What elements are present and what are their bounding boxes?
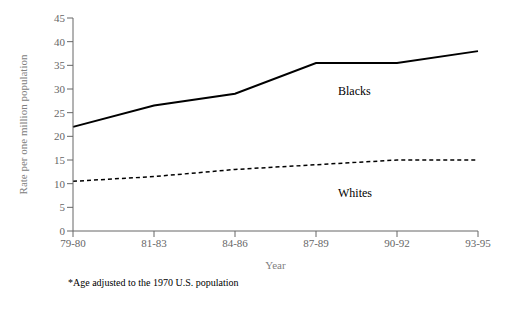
svg-text:15: 15 (54, 154, 66, 166)
svg-text:90-92: 90-92 (384, 237, 410, 249)
svg-text:35: 35 (54, 59, 66, 71)
svg-text:93-95: 93-95 (465, 237, 491, 249)
svg-text:30: 30 (54, 83, 66, 95)
svg-text:45: 45 (54, 12, 66, 24)
svg-text:87-89: 87-89 (303, 237, 329, 249)
svg-text:40: 40 (54, 36, 66, 48)
svg-text:Year: Year (265, 259, 286, 271)
svg-text:25: 25 (54, 107, 66, 119)
svg-text:Whites: Whites (338, 186, 372, 200)
svg-text:5: 5 (60, 201, 66, 213)
svg-text:Rate per one million populatio: Rate per one million population (17, 54, 29, 194)
svg-text:10: 10 (54, 178, 66, 190)
svg-text:20: 20 (54, 130, 66, 142)
svg-text:79-80: 79-80 (60, 237, 86, 249)
svg-text:0: 0 (60, 225, 66, 237)
svg-text:84-86: 84-86 (222, 237, 248, 249)
svg-text:81-83: 81-83 (141, 237, 167, 249)
svg-text:Blacks: Blacks (338, 84, 371, 98)
html-text:*Age adjusted to the 1970 U.S.: *Age adjusted to the 1970 U.S. populatio… (68, 277, 239, 288)
